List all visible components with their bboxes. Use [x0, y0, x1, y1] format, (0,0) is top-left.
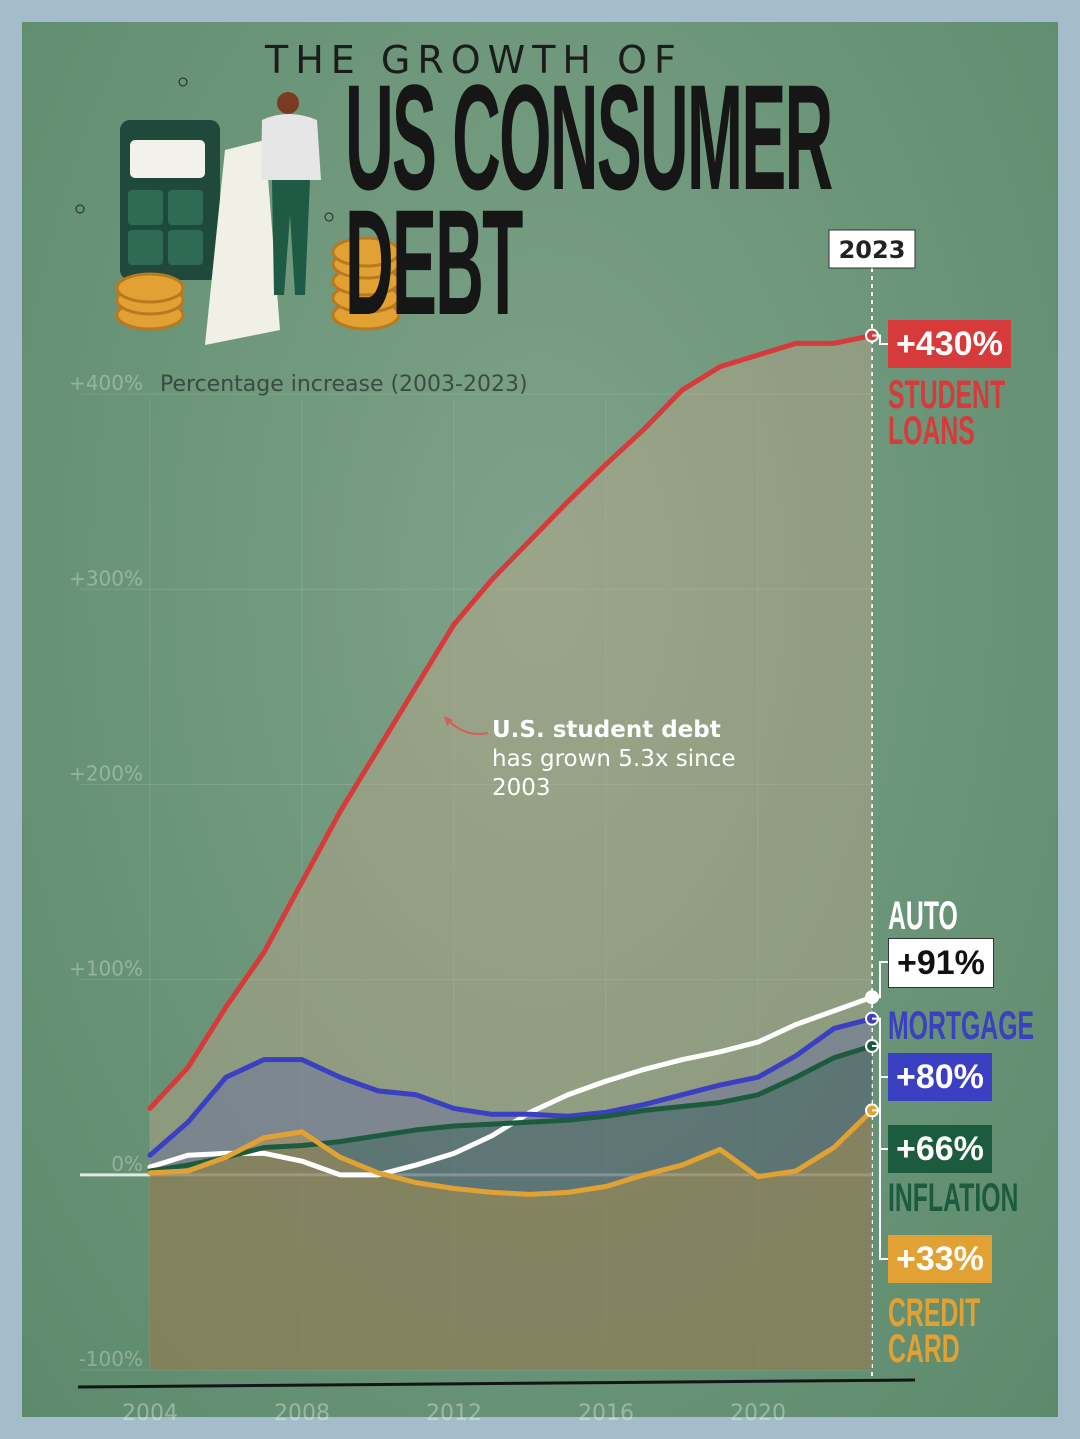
- y-tick-label: -100%: [79, 1347, 143, 1371]
- highlight-box: [828, 229, 916, 269]
- y-tick-label: +300%: [69, 566, 143, 590]
- chart-title: US CONSUMER DEBT: [345, 53, 833, 346]
- area: [150, 1110, 872, 1370]
- legend-label: MORTGAGE: [888, 1004, 1035, 1048]
- value-label: +66%: [888, 1125, 992, 1173]
- annotation: U.S. student debt has grown 5.3x since 2…: [492, 716, 762, 803]
- area: [150, 335, 872, 1370]
- x-tick-label: 2012: [426, 1401, 482, 1426]
- y-tick-label: +100%: [69, 957, 143, 981]
- supertitle: THE GROWTH OF: [265, 38, 683, 82]
- value-label: +91%: [888, 938, 994, 988]
- value-label: +430%: [888, 320, 1011, 368]
- y-tick-label: +200%: [69, 761, 143, 785]
- y-tick-label: +400%: [69, 371, 143, 395]
- area: [150, 1045, 872, 1370]
- line: [147, 1107, 875, 1197]
- label-connector: [872, 1109, 890, 1260]
- x-tick-label: 2004: [122, 1401, 178, 1426]
- x-tick-label: 2008: [274, 1401, 330, 1426]
- subtitle: Percentage increase (2003-2023): [160, 372, 528, 397]
- value-label: +80%: [888, 1053, 992, 1101]
- annotation-bold: U.S. student debt: [492, 717, 721, 743]
- label-connector: [872, 961, 890, 999]
- annotation-text: has grown 5.3x since 2003: [492, 746, 736, 801]
- legend-label: AUTO: [888, 894, 958, 938]
- x-tick-label: 2020: [730, 1401, 786, 1426]
- line: [147, 1043, 875, 1174]
- x-axis: [77, 1378, 916, 1389]
- value-label: +33%: [888, 1235, 992, 1283]
- illustration: [75, 77, 401, 345]
- legend-label: INFLATION: [888, 1176, 1019, 1220]
- line: [147, 1016, 875, 1158]
- legend-label: STUDENT LOANS: [888, 373, 1006, 453]
- line: [147, 333, 875, 1111]
- label-connector: [872, 334, 890, 345]
- x-tick-label: 2016: [578, 1401, 634, 1426]
- y-tick-label: 0%: [111, 1152, 143, 1176]
- highlight-label: 2023: [839, 236, 906, 264]
- legend-label: CREDIT CARD: [888, 1291, 981, 1371]
- label-connector: [872, 1044, 890, 1150]
- annotation-arrowhead: [444, 716, 453, 726]
